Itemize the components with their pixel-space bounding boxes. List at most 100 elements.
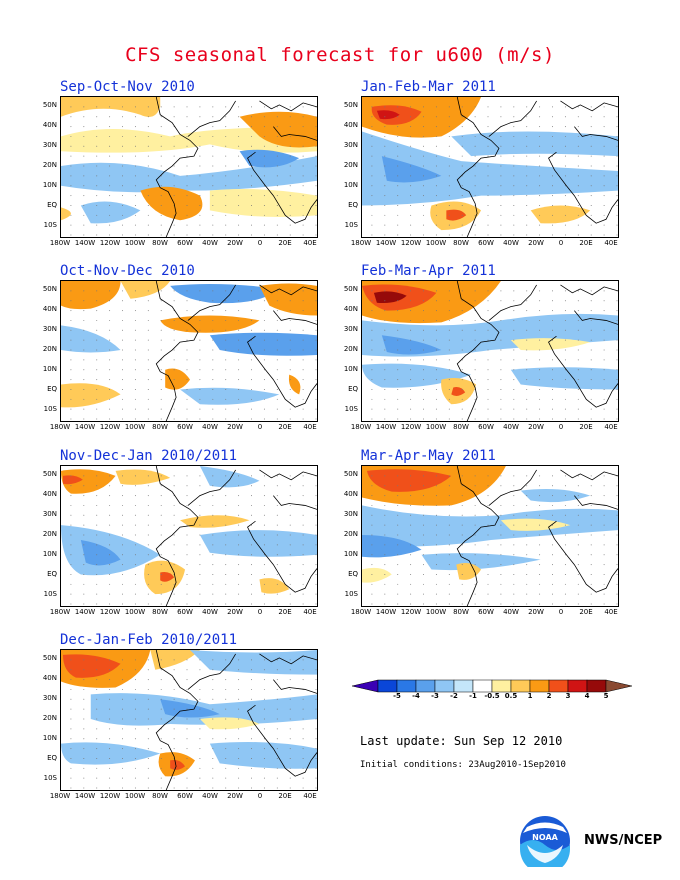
lon-tick-label: 60W — [177, 608, 193, 616]
lat-tick-label: 40N — [42, 490, 57, 498]
lat-tick-label: 50N — [42, 285, 57, 293]
colorbar-tick-label: 0.5 — [504, 692, 518, 700]
panel-title: Mar-Apr-May 2011 — [361, 448, 496, 464]
colorbar-segment — [472, 679, 493, 693]
lat-tick-label: 10N — [343, 181, 358, 189]
colorbar-tick-label: 1 — [527, 692, 533, 700]
lon-tick-label: 140W — [375, 608, 397, 616]
lon-tick-label: 60W — [177, 423, 193, 431]
agency-label: NWS/NCEP — [584, 833, 663, 848]
contour-region — [160, 699, 220, 718]
colorbar-segment — [396, 679, 417, 693]
contour-region — [189, 650, 317, 675]
lon-tick-label: 0 — [257, 608, 263, 616]
colorbar-segment — [377, 679, 398, 693]
panel-title: Oct-Nov-Dec 2010 — [60, 263, 195, 279]
lat-tick-label: 10N — [42, 550, 57, 558]
contour-region — [61, 207, 71, 221]
contour-region — [451, 387, 466, 396]
lat-tick-label: 50N — [42, 654, 57, 662]
contour-region — [446, 209, 467, 221]
lat-tick-label: 10S — [43, 221, 57, 229]
colorbar — [352, 679, 632, 693]
lat-tick-label: 40N — [343, 490, 358, 498]
lon-tick-label: 140W — [74, 792, 96, 800]
lon-tick-label: 20W — [227, 792, 243, 800]
lat-tick-label: 30N — [42, 141, 57, 149]
lon-tick-label: 60W — [177, 792, 193, 800]
lat-tick-label: 10S — [344, 405, 358, 413]
noaa-logo-icon: NOAA — [520, 816, 570, 867]
contour-region — [381, 156, 442, 183]
contour-region — [61, 383, 121, 408]
lat-tick-label: EQ — [348, 385, 358, 393]
lon-tick-label: 100W — [425, 423, 447, 431]
contour-region — [61, 742, 161, 765]
contour-region — [150, 650, 200, 670]
lon-tick-label: 100W — [124, 608, 146, 616]
lat-tick-label: 20N — [343, 530, 358, 538]
coastline — [155, 650, 317, 790]
contour-region — [199, 530, 317, 557]
lat-tick-label: 10S — [344, 221, 358, 229]
lat-tick-label: 50N — [343, 101, 358, 109]
map-field — [362, 281, 618, 421]
contour-region — [362, 535, 422, 558]
forecast-map — [60, 96, 318, 238]
lon-tick-label: 100W — [124, 792, 146, 800]
colorbar-segment — [529, 679, 550, 693]
last-update: Last update: Sun Sep 12 2010 — [360, 734, 563, 748]
forecast-map — [361, 96, 619, 238]
map-field — [61, 281, 317, 421]
colorbar-tick-label: -0.5 — [484, 692, 500, 700]
lat-tick-label: 50N — [42, 101, 57, 109]
forecast-map — [60, 465, 318, 607]
colorbar-tick-label: 4 — [584, 692, 590, 700]
lon-tick-label: 20W — [528, 239, 544, 247]
contour-region — [451, 131, 618, 157]
lon-tick-label: 120W — [400, 423, 422, 431]
contour-region — [199, 466, 260, 488]
contour-region — [120, 281, 171, 299]
contour-region — [510, 338, 591, 351]
noaa-logo-text: NOAA — [532, 833, 558, 842]
coastline — [456, 281, 618, 421]
lat-tick-label: 10S — [43, 405, 57, 413]
lat-tick-label: 30N — [42, 510, 57, 518]
lon-tick-label: 40E — [303, 608, 317, 616]
lat-tick-label: 20N — [343, 161, 358, 169]
lat-tick-label: EQ — [47, 570, 57, 578]
contour-region — [500, 518, 571, 531]
colorbar-tick-label: -1 — [469, 692, 477, 700]
contour-region — [373, 291, 407, 304]
lon-tick-label: 40W — [202, 608, 218, 616]
lon-tick-label: 0 — [558, 608, 564, 616]
contour-region — [170, 760, 186, 770]
contour-region — [170, 284, 280, 304]
contour-region — [61, 325, 121, 353]
lon-tick-label: 40E — [604, 423, 618, 431]
lat-tick-label: 20N — [42, 161, 57, 169]
lat-tick-label: 50N — [343, 470, 358, 478]
colorbar-segment — [434, 679, 455, 693]
contour-region — [115, 469, 171, 485]
lon-tick-label: 80W — [453, 423, 469, 431]
lon-tick-label: 140W — [74, 239, 96, 247]
contour-region — [362, 567, 392, 583]
lat-tick-label: 20N — [42, 345, 57, 353]
contour-region — [62, 654, 121, 678]
contour-region — [209, 189, 317, 217]
lat-tick-label: 50N — [42, 470, 57, 478]
lon-tick-label: 120W — [99, 423, 121, 431]
lon-tick-label: 100W — [425, 239, 447, 247]
contour-region — [362, 131, 618, 206]
contour-region — [366, 469, 452, 492]
lat-tick-label: 10S — [43, 774, 57, 782]
colorbar-segment — [453, 679, 474, 693]
lon-tick-label: 140W — [74, 608, 96, 616]
lon-tick-label: 120W — [400, 239, 422, 247]
coastline — [155, 97, 317, 237]
contour-region — [61, 469, 116, 494]
lon-tick-label: 80W — [453, 239, 469, 247]
colorbar-segment — [510, 679, 531, 693]
